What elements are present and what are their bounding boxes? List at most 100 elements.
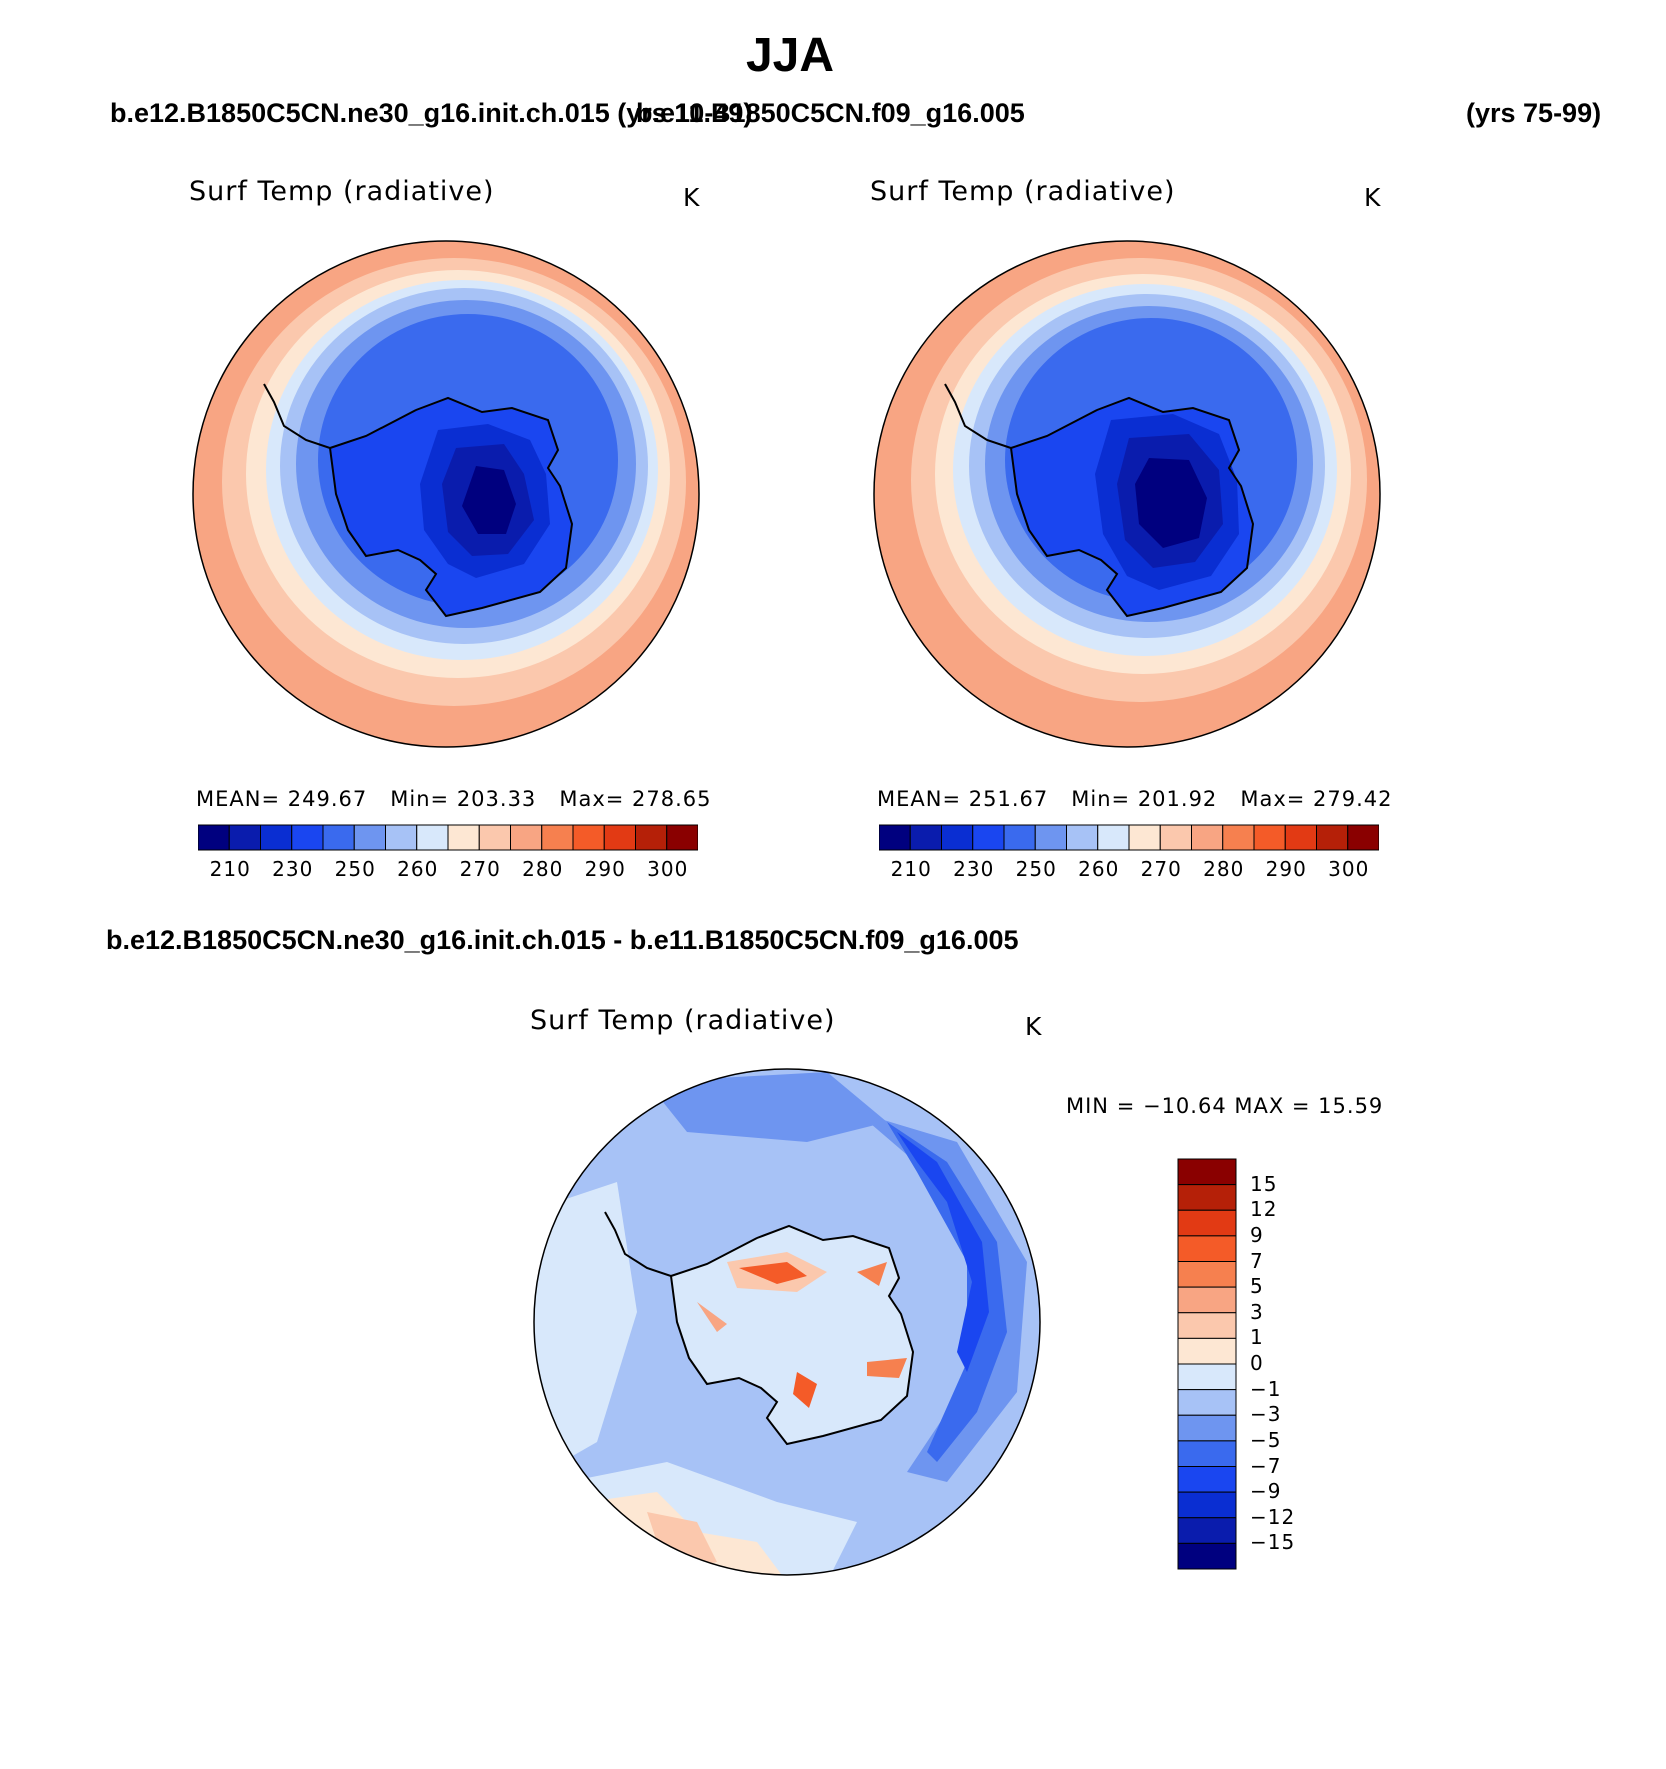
diff-tick-10: −5 bbox=[1250, 1427, 1282, 1452]
cbar1-swatch bbox=[603, 824, 636, 851]
panel2-field-label: Surf Temp (radiative) bbox=[870, 176, 1176, 207]
cbar1-swatch bbox=[385, 824, 418, 851]
cbar2-swatch bbox=[1222, 824, 1255, 851]
diff-tick-5: 3 bbox=[1250, 1299, 1264, 1324]
cbar1-swatch bbox=[416, 824, 449, 851]
panel2-colorbar-ticks: 210 230 250 260 270 280 290 300 bbox=[879, 857, 1379, 883]
panel2-tick-0: 210 bbox=[890, 857, 932, 881]
cbar2-swatch bbox=[1253, 824, 1286, 851]
panel2-map-border bbox=[873, 240, 1381, 748]
cbar2-swatch bbox=[909, 824, 942, 851]
panel2-max-label: Max= bbox=[1240, 787, 1306, 811]
diff-map-border bbox=[533, 1068, 1041, 1576]
diff-tick-7: 0 bbox=[1250, 1351, 1264, 1375]
cbar1-swatch bbox=[572, 824, 605, 851]
diff-coastline bbox=[604, 1211, 915, 1446]
diff-colorbar-swatch bbox=[1177, 1517, 1237, 1544]
cbar2-swatch bbox=[1128, 824, 1161, 851]
panel2-tick-6: 290 bbox=[1265, 857, 1307, 881]
panel2-mean-label: MEAN= bbox=[877, 787, 962, 811]
panel2-interior-3 bbox=[1135, 458, 1207, 548]
panel2-tick-2: 250 bbox=[1015, 857, 1057, 881]
diff-colorbar-swatch bbox=[1177, 1389, 1237, 1416]
cbar2-swatch bbox=[972, 824, 1005, 851]
diff-field-label: Surf Temp (radiative) bbox=[530, 1005, 836, 1036]
panel1-tick-3: 260 bbox=[397, 857, 439, 881]
cbar2-swatch bbox=[1097, 824, 1130, 851]
cbar1-swatch bbox=[635, 824, 668, 851]
diff-tick-14: −15 bbox=[1250, 1530, 1296, 1555]
cbar1-swatch bbox=[198, 824, 230, 851]
panel1-tick-5: 280 bbox=[522, 857, 564, 881]
cbar2-swatch bbox=[1191, 824, 1224, 851]
diff-tick-2: 9 bbox=[1250, 1222, 1264, 1247]
diff-tick-11: −7 bbox=[1250, 1453, 1282, 1478]
diff-colorbar-swatch bbox=[1177, 1235, 1237, 1262]
diff-colorbar-swatch bbox=[1177, 1209, 1237, 1237]
diff-warm-patch-2 bbox=[739, 1262, 807, 1284]
case-right-years: (yrs 75-99) bbox=[1466, 98, 1602, 128]
panel2-tick-1: 230 bbox=[953, 857, 995, 881]
diff-tick-0: 15 bbox=[1250, 1171, 1278, 1196]
cbar1-swatch bbox=[478, 824, 511, 851]
cbar2-swatch bbox=[1284, 824, 1317, 851]
panel1-min-value: 203.33 bbox=[456, 787, 537, 811]
panel1-colorbar-ticks: 210 230 250 260 270 280 290 300 bbox=[198, 857, 698, 883]
diff-title: b.e12.B1850C5CN.ne30_g16.init.ch.015 - b… bbox=[106, 925, 1019, 955]
diff-colorbar-swatch bbox=[1177, 1184, 1237, 1211]
panel1-tick-1: 230 bbox=[272, 857, 314, 881]
panel2-mean-value: 251.67 bbox=[968, 787, 1049, 811]
cbar2-swatch bbox=[1159, 824, 1192, 851]
panel1-stats: MEAN= 249.67 Min= 203.33 Max= 278.65 bbox=[196, 787, 712, 811]
cbar2-swatch bbox=[1066, 824, 1099, 851]
diff-continent-fill bbox=[671, 1226, 913, 1444]
panel2-min-label: Min= bbox=[1071, 787, 1131, 811]
panel2-map bbox=[873, 240, 1381, 748]
diff-colorbar-swatch bbox=[1177, 1286, 1237, 1314]
panel1-min-label: Min= bbox=[390, 787, 450, 811]
panel1-field-label: Surf Temp (radiative) bbox=[189, 176, 495, 207]
panel2-coastline bbox=[944, 383, 1255, 618]
diff-east-band-darker bbox=[897, 1132, 989, 1372]
diff-colorbar-swatch bbox=[1177, 1414, 1237, 1442]
diff-tick-6: 1 bbox=[1250, 1325, 1264, 1350]
panel1-tick-2: 250 bbox=[334, 857, 376, 881]
cbar1-swatch bbox=[447, 824, 480, 851]
panel1-map-border bbox=[192, 240, 700, 748]
panel2-min-value: 201.92 bbox=[1137, 787, 1218, 811]
diff-tick-1: 12 bbox=[1250, 1197, 1278, 1222]
panel1-max-value: 278.65 bbox=[632, 787, 712, 811]
diff-top-band bbox=[647, 1072, 887, 1142]
diff-colorbar-swatch bbox=[1177, 1363, 1237, 1391]
panel1-colorbar bbox=[198, 824, 698, 851]
panel2-max-value: 279.42 bbox=[1313, 787, 1393, 811]
diff-tick-12: −9 bbox=[1250, 1479, 1282, 1504]
panel1-max-label: Max= bbox=[559, 787, 625, 811]
cbar1-swatch bbox=[510, 824, 543, 851]
diff-colorbar-swatch bbox=[1177, 1337, 1237, 1365]
panel2-units: K bbox=[1364, 183, 1382, 212]
diff-tick-4: 5 bbox=[1250, 1274, 1264, 1299]
panel1-mean-value: 249.67 bbox=[287, 787, 368, 811]
diff-tick-13: −12 bbox=[1250, 1504, 1296, 1529]
diff-colorbar-swatch bbox=[1177, 1261, 1237, 1288]
cbar2-swatch bbox=[879, 824, 911, 851]
diff-colorbar bbox=[1177, 1158, 1237, 1570]
panel1-units: K bbox=[683, 183, 701, 212]
panel2-tick-7: 300 bbox=[1328, 857, 1370, 881]
cbar1-swatch bbox=[260, 824, 293, 851]
diff-colorbar-swatch bbox=[1177, 1158, 1237, 1186]
panel2-tick-4: 270 bbox=[1140, 857, 1182, 881]
diff-units: K bbox=[1025, 1012, 1043, 1041]
diff-colorbar-swatch bbox=[1177, 1542, 1237, 1570]
diff-minmax: MIN = −10.64 MAX = 15.59 bbox=[1066, 1094, 1384, 1118]
diff-light-sector-west bbox=[534, 1182, 637, 1482]
diff-colorbar-swatch bbox=[1177, 1491, 1237, 1519]
panel2-tick-5: 280 bbox=[1203, 857, 1245, 881]
diff-warm-patch-6 bbox=[697, 1302, 727, 1332]
diff-colorbar-swatch bbox=[1177, 1466, 1237, 1493]
panel1-tick-4: 270 bbox=[459, 857, 501, 881]
panel2-stats: MEAN= 251.67 Min= 201.92 Max= 279.42 bbox=[877, 787, 1393, 811]
cbar1-swatch bbox=[228, 824, 261, 851]
diff-warm-patch-5 bbox=[793, 1372, 817, 1408]
